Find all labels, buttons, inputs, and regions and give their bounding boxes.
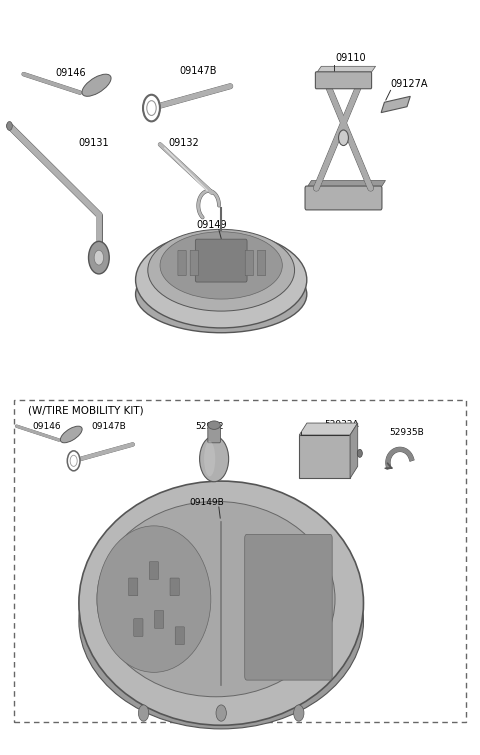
Text: 09127A: 09127A <box>391 79 428 89</box>
Text: 09110: 09110 <box>335 53 366 63</box>
Ellipse shape <box>79 513 363 729</box>
FancyBboxPatch shape <box>195 239 247 282</box>
Circle shape <box>216 705 227 721</box>
Text: 09131: 09131 <box>79 138 109 148</box>
FancyBboxPatch shape <box>299 435 350 479</box>
Polygon shape <box>306 180 385 188</box>
Circle shape <box>357 449 362 458</box>
Circle shape <box>94 250 104 265</box>
Text: 09149B: 09149B <box>190 498 225 507</box>
FancyBboxPatch shape <box>134 618 143 636</box>
Text: 09149: 09149 <box>196 220 227 230</box>
FancyBboxPatch shape <box>178 250 186 276</box>
FancyBboxPatch shape <box>305 186 382 210</box>
FancyBboxPatch shape <box>175 627 184 645</box>
Ellipse shape <box>160 232 282 299</box>
Ellipse shape <box>148 230 295 311</box>
Polygon shape <box>381 97 410 112</box>
FancyBboxPatch shape <box>245 250 253 276</box>
Circle shape <box>88 242 109 274</box>
Ellipse shape <box>200 436 228 482</box>
Circle shape <box>138 705 149 721</box>
FancyBboxPatch shape <box>149 562 158 580</box>
Ellipse shape <box>208 421 220 430</box>
Polygon shape <box>316 66 375 73</box>
Ellipse shape <box>97 501 335 697</box>
FancyBboxPatch shape <box>170 578 179 596</box>
FancyBboxPatch shape <box>129 578 138 596</box>
FancyBboxPatch shape <box>155 611 164 628</box>
Bar <box>14 399 466 722</box>
Text: 09147B: 09147B <box>91 422 126 431</box>
Circle shape <box>67 451 80 471</box>
FancyBboxPatch shape <box>257 250 266 276</box>
Ellipse shape <box>204 442 215 476</box>
Ellipse shape <box>135 232 307 328</box>
Ellipse shape <box>79 481 363 726</box>
Circle shape <box>143 94 160 122</box>
Ellipse shape <box>60 426 82 442</box>
Ellipse shape <box>82 74 111 97</box>
Circle shape <box>147 100 156 116</box>
Text: 52932A: 52932A <box>324 421 359 430</box>
Text: 09146: 09146 <box>33 422 61 431</box>
Ellipse shape <box>135 256 307 333</box>
Text: 09132: 09132 <box>168 138 199 148</box>
Polygon shape <box>299 423 358 435</box>
Text: 09147B: 09147B <box>179 66 216 76</box>
FancyBboxPatch shape <box>208 426 220 442</box>
FancyBboxPatch shape <box>315 72 372 89</box>
Circle shape <box>338 130 348 146</box>
Text: 09146: 09146 <box>55 68 86 78</box>
Circle shape <box>70 455 77 467</box>
Ellipse shape <box>97 525 211 673</box>
FancyBboxPatch shape <box>245 535 332 680</box>
Text: 52935B: 52935B <box>390 427 424 436</box>
Text: (W/TIRE MOBILITY KIT): (W/TIRE MOBILITY KIT) <box>28 405 144 415</box>
Circle shape <box>294 705 304 721</box>
Text: 52932: 52932 <box>195 422 224 431</box>
Polygon shape <box>350 423 358 479</box>
FancyBboxPatch shape <box>190 250 198 276</box>
Circle shape <box>7 122 12 131</box>
